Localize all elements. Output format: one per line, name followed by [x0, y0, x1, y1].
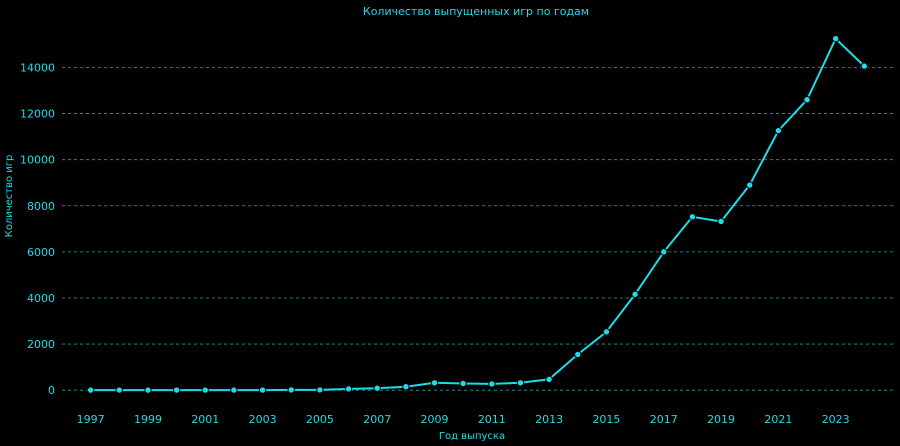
- x-tick-label: 2003: [249, 413, 277, 426]
- x-tick-label: 2015: [592, 413, 620, 426]
- x-axis-label: Год выпуска: [439, 431, 505, 442]
- data-point: [316, 386, 324, 394]
- data-point: [201, 386, 209, 394]
- data-point: [746, 181, 754, 189]
- y-tick-label: 2000: [27, 338, 55, 351]
- data-point: [258, 386, 267, 394]
- y-tick-label: 10000: [20, 154, 55, 167]
- data-markers: [86, 34, 869, 394]
- data-point: [860, 62, 869, 70]
- data-point: [430, 379, 439, 387]
- data-point: [172, 386, 181, 394]
- y-tick-label: 4000: [27, 292, 55, 305]
- y-axis-ticks: 0 2000 4000 6000 8000 10000 12000 14000: [20, 61, 55, 397]
- y-axis-label: Количество игр: [4, 155, 15, 238]
- y-tick-label: 6000: [27, 246, 55, 259]
- data-point: [488, 380, 496, 388]
- y-tick-label: 0: [48, 384, 55, 397]
- data-point: [516, 379, 525, 387]
- x-tick-label: 1997: [77, 413, 105, 426]
- data-point: [831, 34, 840, 43]
- data-point: [574, 350, 582, 359]
- chart-title: Количество выпущенных игр по годам: [363, 5, 589, 18]
- series-line: [90, 37, 865, 392]
- data-point: [774, 126, 783, 135]
- x-tick-label: 2023: [822, 413, 850, 426]
- data-point: [803, 96, 811, 104]
- data-point: [402, 383, 410, 391]
- x-tick-label: 2009: [421, 413, 449, 426]
- x-tick-label: 2001: [191, 413, 219, 426]
- y-tick-label: 8000: [27, 200, 55, 213]
- data-point: [230, 386, 238, 394]
- data-point: [545, 375, 553, 384]
- x-axis-ticks: 1997 1999 2001 2003 2005 2007 2009 2011 2013 2015…: [77, 413, 850, 426]
- data-point: [287, 386, 295, 394]
- data-point: [373, 384, 381, 392]
- x-tick-label: 2021: [764, 413, 792, 426]
- data-point: [144, 386, 152, 394]
- data-point: [688, 213, 697, 221]
- grid-lines: [62, 67, 893, 391]
- x-tick-label: 2017: [650, 413, 678, 426]
- data-point: [344, 385, 353, 393]
- x-tick-label: 2013: [535, 413, 563, 426]
- data-point: [86, 386, 95, 394]
- x-tick-label: 2011: [478, 413, 506, 426]
- data-point: [660, 248, 668, 256]
- data-point: [631, 290, 639, 298]
- y-tick-label: 12000: [20, 108, 55, 121]
- x-tick-label: 2005: [306, 413, 334, 426]
- x-tick-label: 2019: [707, 413, 735, 426]
- x-tick-label: 2007: [363, 413, 391, 426]
- data-point: [115, 386, 124, 394]
- y-tick-label: 14000: [20, 61, 55, 74]
- data-point: [602, 328, 611, 336]
- x-tick-label: 1999: [134, 413, 162, 426]
- data-point: [717, 217, 725, 226]
- data-point: [459, 379, 467, 388]
